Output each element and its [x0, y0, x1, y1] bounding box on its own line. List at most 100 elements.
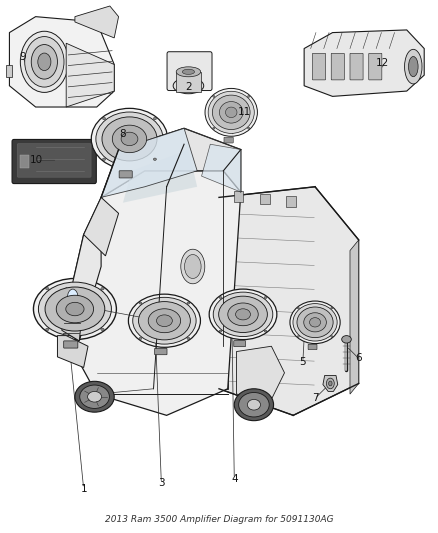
Ellipse shape — [331, 336, 333, 337]
Polygon shape — [101, 128, 197, 197]
Ellipse shape — [187, 302, 190, 304]
Text: 9: 9 — [19, 52, 26, 61]
Polygon shape — [219, 197, 228, 389]
Ellipse shape — [112, 125, 147, 152]
Polygon shape — [62, 288, 84, 341]
Ellipse shape — [45, 287, 105, 331]
Ellipse shape — [247, 399, 261, 410]
Ellipse shape — [293, 304, 337, 341]
Ellipse shape — [212, 95, 250, 130]
Text: 2013 Ram 3500 Amplifier Diagram for 5091130AG: 2013 Ram 3500 Amplifier Diagram for 5091… — [105, 515, 333, 524]
Ellipse shape — [247, 95, 250, 98]
FancyBboxPatch shape — [234, 191, 244, 201]
Ellipse shape — [184, 255, 201, 278]
FancyBboxPatch shape — [167, 52, 212, 91]
Ellipse shape — [310, 318, 321, 327]
Ellipse shape — [66, 302, 84, 316]
Polygon shape — [84, 197, 119, 256]
Ellipse shape — [33, 278, 117, 340]
Ellipse shape — [133, 297, 196, 344]
Ellipse shape — [46, 328, 49, 330]
Ellipse shape — [208, 91, 254, 133]
Ellipse shape — [228, 303, 258, 326]
FancyBboxPatch shape — [350, 53, 363, 80]
Ellipse shape — [128, 294, 201, 348]
Ellipse shape — [219, 296, 222, 298]
Ellipse shape — [96, 112, 163, 166]
FancyBboxPatch shape — [234, 341, 245, 346]
FancyBboxPatch shape — [64, 341, 78, 348]
Ellipse shape — [121, 132, 138, 146]
Ellipse shape — [138, 302, 191, 340]
Polygon shape — [219, 187, 359, 415]
Ellipse shape — [38, 53, 51, 70]
Polygon shape — [101, 128, 241, 197]
Text: 10: 10 — [30, 155, 43, 165]
Ellipse shape — [239, 392, 269, 417]
Ellipse shape — [219, 102, 243, 123]
Polygon shape — [62, 224, 101, 341]
Ellipse shape — [153, 117, 156, 120]
Text: 5: 5 — [300, 357, 306, 367]
Ellipse shape — [25, 37, 64, 87]
Ellipse shape — [101, 328, 104, 330]
Polygon shape — [237, 346, 285, 399]
FancyBboxPatch shape — [312, 53, 325, 80]
Ellipse shape — [46, 287, 49, 290]
Ellipse shape — [304, 313, 326, 332]
Ellipse shape — [75, 381, 114, 412]
Ellipse shape — [409, 56, 418, 77]
Ellipse shape — [290, 301, 340, 344]
Text: 8: 8 — [120, 128, 126, 139]
FancyBboxPatch shape — [308, 344, 317, 350]
Polygon shape — [75, 6, 119, 38]
Ellipse shape — [331, 308, 333, 309]
FancyBboxPatch shape — [331, 53, 344, 80]
Ellipse shape — [139, 302, 142, 304]
Ellipse shape — [31, 45, 57, 79]
FancyBboxPatch shape — [369, 53, 382, 80]
Ellipse shape — [219, 330, 222, 332]
Ellipse shape — [209, 289, 277, 340]
Ellipse shape — [213, 127, 215, 129]
Text: 6: 6 — [355, 353, 362, 364]
Ellipse shape — [205, 88, 258, 136]
Text: 12: 12 — [376, 58, 389, 68]
Ellipse shape — [88, 391, 102, 402]
Ellipse shape — [326, 378, 334, 389]
Text: 3: 3 — [158, 479, 165, 488]
Ellipse shape — [156, 315, 172, 327]
Ellipse shape — [102, 158, 106, 160]
FancyBboxPatch shape — [17, 144, 91, 177]
Ellipse shape — [264, 330, 267, 332]
Ellipse shape — [182, 69, 194, 75]
Text: 4: 4 — [231, 474, 237, 484]
Polygon shape — [176, 72, 201, 92]
Ellipse shape — [226, 107, 237, 118]
Ellipse shape — [187, 337, 190, 340]
FancyBboxPatch shape — [119, 171, 132, 178]
Ellipse shape — [148, 309, 180, 333]
Ellipse shape — [297, 336, 299, 337]
Ellipse shape — [102, 117, 157, 161]
Text: 2: 2 — [185, 82, 192, 92]
Ellipse shape — [342, 336, 351, 343]
Ellipse shape — [405, 50, 422, 84]
Ellipse shape — [67, 289, 78, 308]
Ellipse shape — [20, 31, 68, 92]
Ellipse shape — [102, 117, 106, 120]
Polygon shape — [201, 144, 241, 192]
Polygon shape — [10, 17, 114, 107]
Polygon shape — [66, 43, 114, 107]
Ellipse shape — [181, 249, 205, 284]
Bar — [20, 155, 29, 168]
FancyBboxPatch shape — [224, 137, 233, 143]
FancyBboxPatch shape — [286, 196, 296, 207]
Text: 1: 1 — [80, 484, 87, 494]
Polygon shape — [62, 171, 241, 415]
FancyBboxPatch shape — [12, 140, 96, 183]
Polygon shape — [350, 240, 359, 394]
Ellipse shape — [91, 108, 168, 169]
Ellipse shape — [101, 287, 104, 290]
Ellipse shape — [139, 337, 142, 340]
